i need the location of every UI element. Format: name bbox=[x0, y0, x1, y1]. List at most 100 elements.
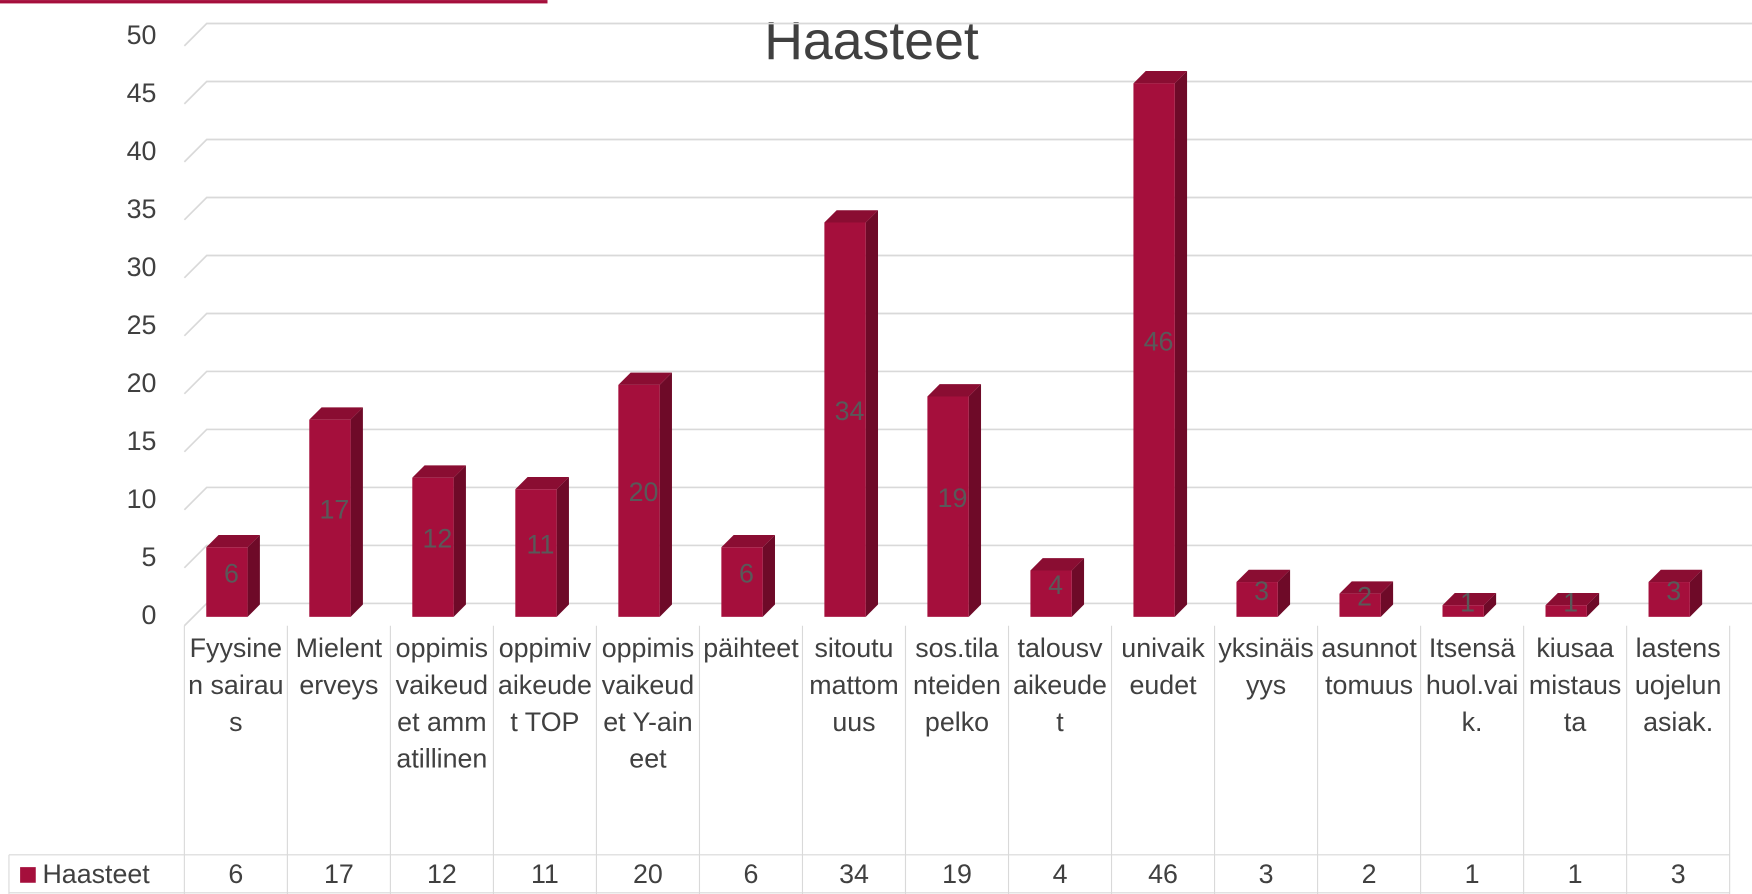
x-tick-label: oppimisvaikeudet ammatillinen bbox=[395, 633, 489, 775]
x-tick-label: oppimivaikeudet TOP bbox=[497, 633, 592, 738]
bar-side bbox=[453, 465, 466, 617]
bar bbox=[1339, 581, 1394, 617]
bar-top bbox=[515, 476, 569, 490]
top-accent bbox=[0, 0, 548, 4]
x-tick-label-box: Fyysinen sairaus bbox=[188, 633, 284, 738]
x-tick-label: Mielenterveys bbox=[295, 633, 383, 701]
bar-side bbox=[659, 372, 672, 617]
bar-side bbox=[556, 476, 569, 617]
bar-side bbox=[1071, 558, 1085, 617]
x-tick-label: yksinäisyys bbox=[1218, 633, 1314, 701]
bar bbox=[824, 210, 879, 617]
x-tick-label: talousvaikeudet bbox=[1013, 633, 1107, 738]
bar-side bbox=[1380, 581, 1394, 617]
bar bbox=[515, 476, 569, 617]
x-tick-label-box: yksinäisyys bbox=[1218, 633, 1314, 701]
table-value: 6 bbox=[744, 859, 759, 889]
bar-front bbox=[412, 477, 454, 617]
table-value: 19 bbox=[942, 859, 972, 889]
table-value: 46 bbox=[1148, 859, 1178, 889]
data-label: 6 bbox=[739, 558, 754, 588]
bar-side bbox=[865, 210, 879, 617]
data-label: 1 bbox=[1460, 587, 1475, 617]
x-tick-label-box: oppimivaikeudet TOP bbox=[497, 633, 592, 738]
x-tick-label: lastensuojelun asiak. bbox=[1634, 633, 1722, 738]
data-label: 19 bbox=[938, 483, 968, 513]
bar-top bbox=[721, 534, 775, 548]
bar-side bbox=[1586, 592, 1600, 617]
x-tick-label: kiusaamistausta bbox=[1528, 633, 1622, 738]
x-tick-label-box: Mielenterveys bbox=[295, 633, 383, 701]
bar-top bbox=[1030, 558, 1085, 571]
bar-front bbox=[1236, 582, 1278, 617]
bar-side bbox=[1174, 71, 1188, 617]
x-tick-label-box: kiusaamistausta bbox=[1528, 633, 1622, 738]
grid-line bbox=[183, 196, 1752, 221]
bar-top bbox=[927, 384, 982, 397]
bar-top bbox=[206, 534, 260, 548]
y-tick-label: 30 bbox=[127, 252, 157, 282]
bar-front bbox=[618, 384, 660, 617]
x-tick-label: sitoutumattomuus bbox=[809, 633, 899, 738]
data-label: 2 bbox=[1357, 582, 1372, 612]
bar-front bbox=[1339, 593, 1381, 617]
bar-top bbox=[618, 372, 672, 385]
bar-front bbox=[1545, 605, 1587, 617]
bar bbox=[1030, 558, 1085, 617]
data-label: 17 bbox=[320, 495, 350, 525]
bar-top bbox=[824, 210, 879, 223]
grid-line bbox=[183, 486, 1752, 511]
bar-top bbox=[1545, 592, 1600, 606]
grid-line bbox=[183, 138, 1752, 163]
bar-front bbox=[721, 547, 763, 617]
grid-line bbox=[183, 370, 1752, 395]
table-value: 4 bbox=[1053, 859, 1068, 889]
bar bbox=[1545, 592, 1600, 617]
x-tick-label-box: sos.tilanteiden pelko bbox=[913, 634, 1001, 738]
x-tick-label: oppimisvaikeudet Y-aineet bbox=[601, 633, 695, 775]
bar-top bbox=[1648, 569, 1703, 583]
table-value: 3 bbox=[1671, 859, 1686, 889]
x-tick-label: päihteet bbox=[703, 633, 799, 664]
data-label: 46 bbox=[1144, 326, 1174, 356]
bar bbox=[412, 465, 466, 617]
bar-front bbox=[309, 419, 351, 617]
x-tick-label: univaikeudet bbox=[1121, 633, 1205, 701]
bar-top bbox=[1236, 569, 1291, 583]
table-value: 11 bbox=[531, 859, 559, 889]
y-tick-label: 0 bbox=[142, 600, 157, 630]
data-label: 20 bbox=[629, 477, 659, 507]
bar-side bbox=[247, 534, 260, 617]
x-tick-label: asunnottomuus bbox=[1321, 633, 1417, 701]
bar-side bbox=[762, 534, 775, 617]
bar-front bbox=[515, 489, 557, 617]
y-tick-label: 5 bbox=[142, 542, 157, 572]
y-tick-label: 25 bbox=[127, 310, 157, 340]
bar-side bbox=[1689, 569, 1703, 617]
x-tick-label-box: asunnottomuus bbox=[1321, 633, 1417, 701]
x-tick-label: Fyysinen sairaus bbox=[188, 633, 284, 738]
y-tick-label: 50 bbox=[127, 20, 157, 50]
bar bbox=[618, 372, 672, 617]
grid-line bbox=[183, 254, 1752, 279]
y-tick-label: 15 bbox=[127, 426, 157, 456]
data-label: 34 bbox=[835, 396, 865, 426]
x-tick-label-box: päihteet bbox=[703, 633, 799, 664]
x-tick-label-box: lastensuojelun asiak. bbox=[1634, 633, 1722, 738]
bar bbox=[1133, 71, 1188, 617]
grid-line bbox=[183, 312, 1752, 337]
data-label: 1 bbox=[1563, 587, 1578, 617]
bar bbox=[206, 534, 260, 617]
y-tick-label: 10 bbox=[127, 484, 157, 514]
bar bbox=[1442, 592, 1497, 617]
legend-label: Haasteet bbox=[42, 859, 150, 889]
data-label: 4 bbox=[1048, 570, 1063, 600]
bar-side bbox=[1277, 569, 1291, 617]
data-label: 3 bbox=[1254, 576, 1269, 606]
data-label: 12 bbox=[423, 524, 453, 554]
grid-line bbox=[183, 22, 1752, 47]
x-tick-label-box: oppimisvaikeudet ammatillinen bbox=[395, 633, 489, 775]
bar-front bbox=[824, 222, 866, 617]
bar-front bbox=[206, 547, 248, 617]
chart-title: Haasteet bbox=[764, 11, 979, 71]
